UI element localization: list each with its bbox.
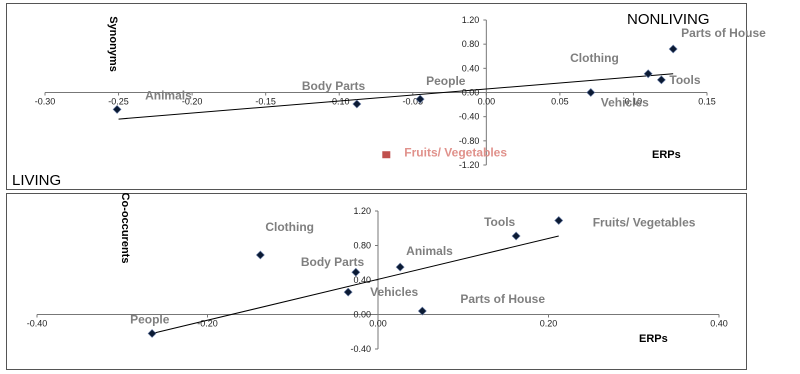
y-tick-label: -0.40 <box>459 112 480 122</box>
data-label: Vehicles <box>601 96 649 110</box>
data-point <box>417 306 427 316</box>
data-label: Fruits/ Vegetables <box>404 146 507 160</box>
x-tick-label: -0.20 <box>197 319 218 329</box>
x-tick-label: 0.40 <box>710 319 728 329</box>
data-label: Vehicles <box>370 285 418 299</box>
data-point <box>586 88 596 97</box>
data-label: Clothing <box>265 220 314 234</box>
data-label: Parts of House <box>460 292 545 306</box>
x-axis-label: ERPs <box>652 149 681 161</box>
y-tick-label: 0.80 <box>462 39 480 49</box>
y-tick-label: -0.80 <box>459 136 480 146</box>
data-label: Animals <box>145 88 192 102</box>
x-axis-label: ERPs <box>639 333 668 345</box>
y-tick-label: 0.00 <box>462 88 480 98</box>
y-tick-label: 0.40 <box>462 63 480 73</box>
data-label: Fruits/ Vegetables <box>593 215 696 229</box>
data-label: People <box>426 74 466 88</box>
data-point <box>511 231 521 241</box>
chart-co-occurents: -0.40 -0.20 0.00 0.20 0.40 1.20 0.80 0.40 0.00 -0… <box>27 193 728 354</box>
data-point <box>255 250 265 260</box>
y-tick-label: 1.20 <box>353 206 371 216</box>
data-label: Tools <box>484 215 515 229</box>
chart-synonyms: -0.30-0.25-0.20-0.15-0.10-0.050.000.050.… <box>12 11 766 189</box>
corner-label: LIVING <box>12 172 61 189</box>
x-tick-label: -0.15 <box>255 97 276 107</box>
data-label: People <box>130 312 170 326</box>
x-tick-label: -0.40 <box>27 319 48 329</box>
y-tick-label: -0.40 <box>350 344 371 354</box>
y-tick-label: 0.40 <box>353 275 371 285</box>
chart-panel-co-occurents: -0.40 -0.20 0.00 0.20 0.40 1.20 0.80 0.40 0.00 -0… <box>6 193 747 370</box>
x-tick-label: 0.00 <box>369 319 387 329</box>
x-tick-label: 0.20 <box>540 319 558 329</box>
y-axis-label: Co-occurents <box>119 193 131 264</box>
data-point <box>343 287 353 297</box>
data-label: Tools <box>669 73 700 87</box>
data-label: Clothing <box>570 51 619 65</box>
x-tick-label: 0.15 <box>698 97 716 107</box>
data-point <box>395 262 405 272</box>
data-label: Body Parts <box>301 255 365 269</box>
data-point <box>415 94 425 104</box>
data-point <box>668 44 678 54</box>
data-point-square <box>382 151 391 159</box>
y-tick-label: 0.00 <box>353 310 371 320</box>
y-tick-label: -1.20 <box>459 160 480 170</box>
data-label: Body Parts <box>302 79 366 93</box>
y-axis-label: Synonyms <box>107 16 119 72</box>
x-tick-label: -0.25 <box>108 97 129 107</box>
trendline <box>118 73 674 120</box>
x-tick-label: 0.10 <box>625 97 643 107</box>
data-point <box>352 99 362 109</box>
data-point <box>351 267 361 277</box>
y-tick-label: 0.80 <box>353 241 371 251</box>
chart-panel-synonyms: -0.30-0.25-0.20-0.15-0.10-0.050.000.050.… <box>6 3 766 190</box>
data-label: Animals <box>406 244 453 258</box>
data-point <box>656 75 666 85</box>
trendline <box>151 235 559 334</box>
x-tick-label: 0.05 <box>551 97 569 107</box>
data-label: Parts of House <box>681 26 766 40</box>
data-point <box>112 104 122 114</box>
x-tick-label: -0.20 <box>182 97 203 107</box>
corner-label: NONLIVING <box>627 11 710 28</box>
x-tick-label: -0.05 <box>403 97 424 107</box>
data-point <box>643 69 653 79</box>
x-tick-label: 0.00 <box>478 97 496 107</box>
data-point <box>147 329 157 338</box>
data-point <box>554 216 564 225</box>
y-tick-label: 1.20 <box>462 15 480 25</box>
x-tick-label: -0.30 <box>35 97 56 107</box>
